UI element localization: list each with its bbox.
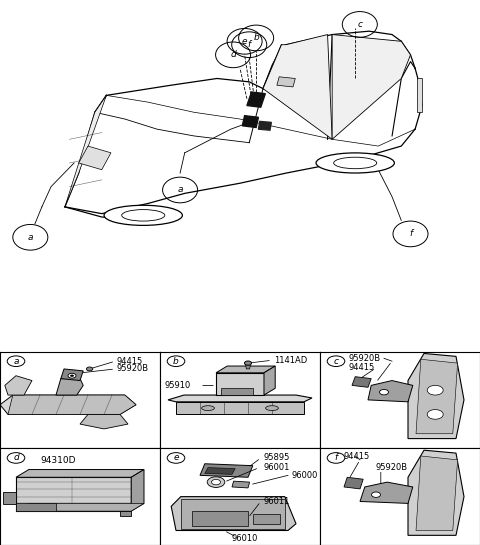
Text: 96010: 96010	[232, 534, 258, 543]
Polygon shape	[16, 504, 144, 511]
Text: f: f	[335, 453, 337, 463]
Ellipse shape	[122, 210, 165, 221]
Text: a: a	[177, 185, 183, 195]
Text: 95910: 95910	[165, 381, 191, 390]
Polygon shape	[368, 380, 413, 402]
Text: b: b	[173, 356, 179, 366]
Polygon shape	[253, 514, 280, 524]
Polygon shape	[168, 395, 312, 402]
Circle shape	[372, 492, 381, 498]
Polygon shape	[277, 77, 295, 87]
Polygon shape	[416, 456, 457, 530]
Circle shape	[68, 373, 76, 378]
Text: e: e	[242, 37, 247, 46]
Polygon shape	[247, 92, 265, 107]
Polygon shape	[80, 414, 128, 429]
Text: d: d	[230, 50, 236, 59]
Polygon shape	[56, 379, 83, 395]
Text: a: a	[13, 356, 19, 366]
Polygon shape	[216, 373, 264, 395]
Circle shape	[244, 361, 252, 365]
Polygon shape	[0, 395, 136, 414]
Polygon shape	[171, 496, 296, 530]
Circle shape	[207, 477, 225, 487]
Polygon shape	[8, 395, 136, 414]
Ellipse shape	[265, 405, 278, 410]
Circle shape	[70, 374, 74, 377]
Text: f: f	[248, 40, 251, 49]
Ellipse shape	[202, 405, 215, 410]
Ellipse shape	[104, 205, 182, 226]
Text: 95920B: 95920B	[376, 463, 408, 472]
Polygon shape	[408, 354, 464, 439]
Polygon shape	[16, 477, 131, 511]
Circle shape	[427, 385, 443, 395]
Polygon shape	[200, 464, 253, 477]
Polygon shape	[61, 369, 83, 380]
Text: 95920B: 95920B	[349, 354, 381, 363]
Polygon shape	[344, 477, 363, 489]
Polygon shape	[332, 34, 410, 140]
Text: e: e	[173, 453, 179, 463]
Text: 95895: 95895	[264, 453, 290, 463]
Polygon shape	[131, 470, 144, 511]
Text: b: b	[253, 33, 259, 43]
Circle shape	[212, 480, 220, 485]
Polygon shape	[3, 492, 16, 504]
Polygon shape	[418, 78, 422, 112]
Text: 94415: 94415	[344, 451, 370, 461]
Text: c: c	[334, 356, 338, 366]
Polygon shape	[258, 122, 271, 130]
Polygon shape	[216, 366, 275, 373]
Polygon shape	[352, 377, 371, 387]
Text: d: d	[13, 453, 19, 463]
Text: 94415: 94415	[117, 356, 143, 366]
Text: 95920B: 95920B	[117, 365, 149, 373]
Text: f: f	[409, 229, 412, 238]
Text: a: a	[27, 233, 33, 242]
Polygon shape	[16, 470, 144, 477]
Polygon shape	[242, 116, 258, 128]
Text: 96001: 96001	[264, 463, 290, 472]
Ellipse shape	[316, 153, 395, 173]
Polygon shape	[65, 95, 107, 207]
Circle shape	[427, 410, 443, 419]
Polygon shape	[120, 511, 131, 516]
Polygon shape	[16, 504, 56, 511]
Polygon shape	[221, 388, 253, 395]
Polygon shape	[246, 365, 251, 369]
Polygon shape	[192, 511, 248, 525]
Polygon shape	[5, 376, 32, 395]
Polygon shape	[360, 482, 413, 504]
Polygon shape	[408, 450, 464, 535]
Polygon shape	[264, 366, 275, 395]
Circle shape	[86, 367, 93, 371]
Polygon shape	[263, 34, 332, 140]
Text: 96000: 96000	[291, 471, 318, 480]
Circle shape	[380, 390, 388, 395]
Text: c: c	[357, 20, 362, 29]
Polygon shape	[79, 146, 111, 169]
Text: 94310D: 94310D	[40, 456, 75, 465]
Polygon shape	[416, 359, 457, 434]
Text: 1141AD: 1141AD	[274, 356, 307, 365]
Polygon shape	[232, 481, 250, 488]
Polygon shape	[181, 499, 285, 529]
Polygon shape	[205, 468, 235, 474]
Polygon shape	[176, 402, 304, 414]
Text: 94415: 94415	[349, 364, 375, 372]
Text: 96011: 96011	[264, 497, 290, 506]
Ellipse shape	[334, 157, 377, 169]
